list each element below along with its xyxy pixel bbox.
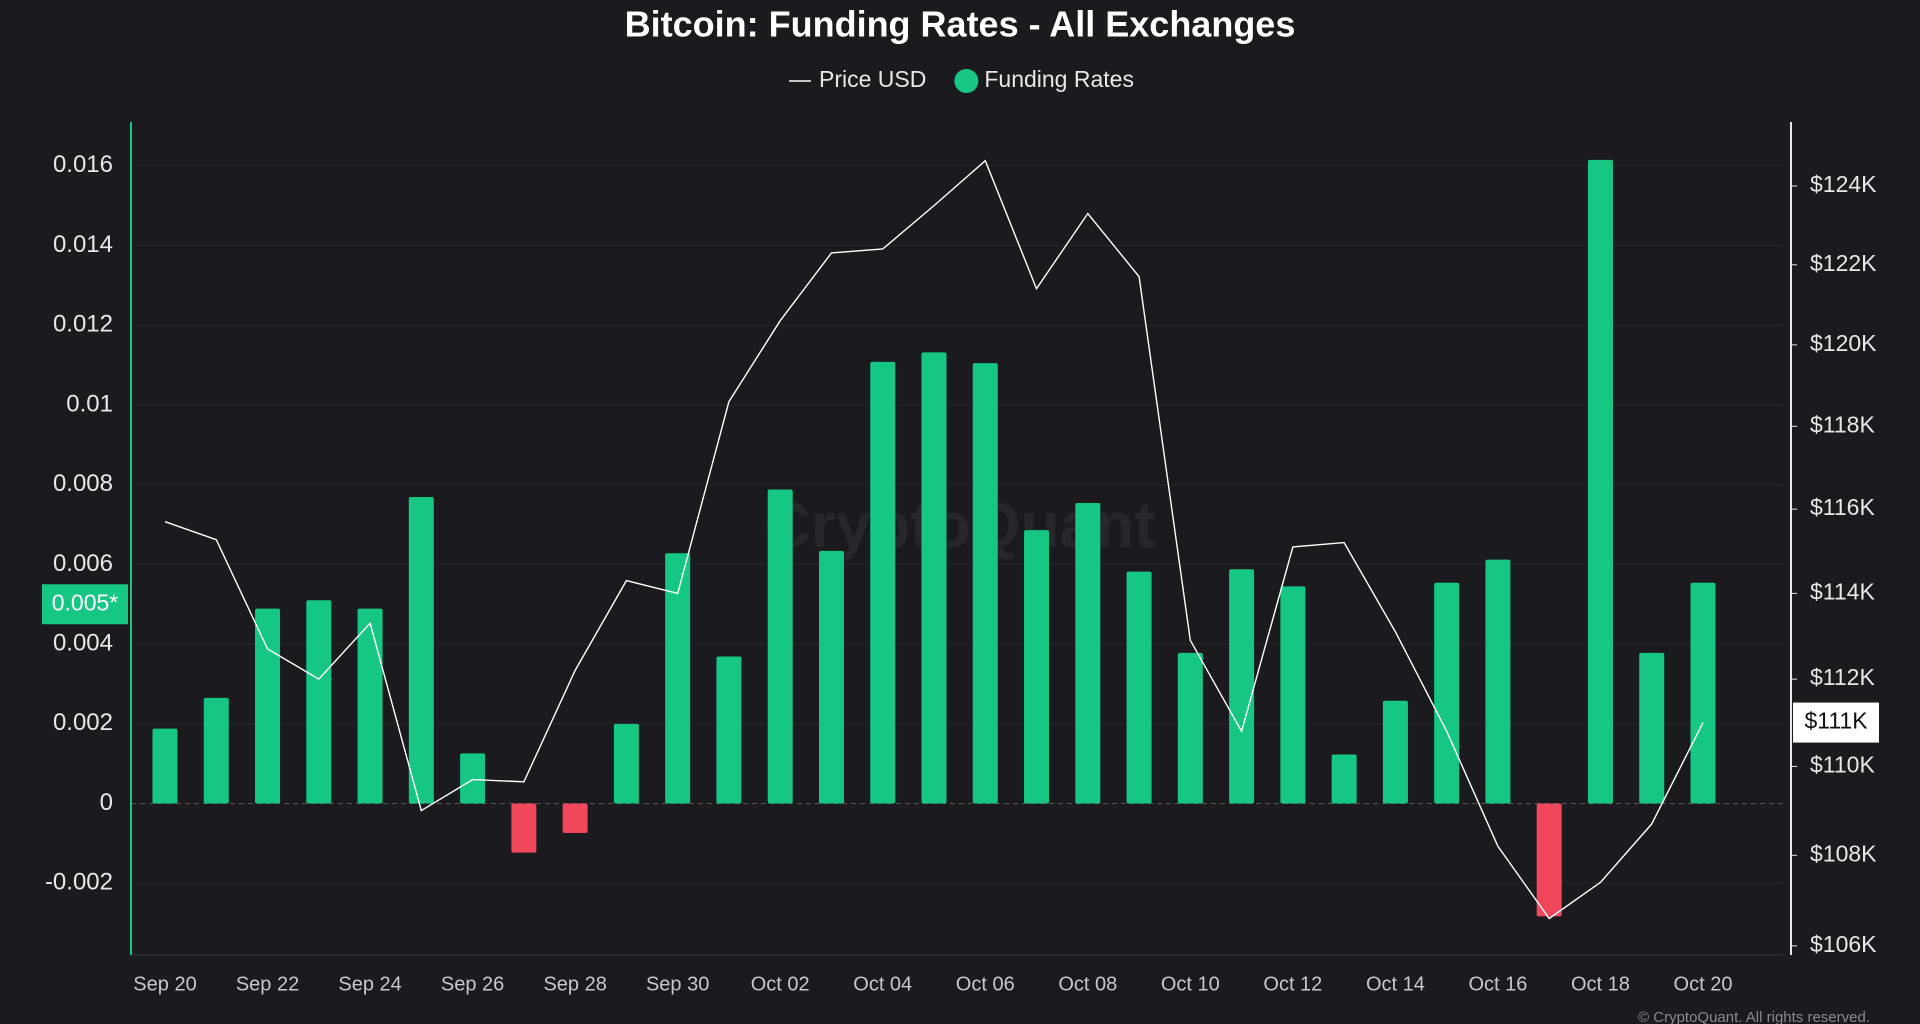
bar xyxy=(767,489,793,804)
bar xyxy=(716,656,742,804)
x-tick-label: Oct 20 xyxy=(1674,973,1733,995)
bar xyxy=(1331,754,1357,804)
y2-tick-label: $124K xyxy=(1810,171,1877,197)
x-tick-label: Sep 30 xyxy=(646,973,709,995)
bar xyxy=(1177,652,1203,804)
current-right-label: $111K xyxy=(1804,708,1868,734)
bar xyxy=(1536,803,1562,917)
y-tick-label: -0.002 xyxy=(45,869,113,896)
y2-tick-label: $112K xyxy=(1810,664,1875,690)
x-tick-label: Sep 28 xyxy=(543,973,606,995)
legend-label: Price USD xyxy=(819,66,926,92)
bar xyxy=(1434,582,1460,804)
x-tick-label: Oct 10 xyxy=(1161,973,1220,995)
chart-title: Bitcoin: Funding Rates - All Exchanges xyxy=(625,4,1296,45)
x-tick-label: Sep 20 xyxy=(133,973,196,995)
legend-swatch xyxy=(954,69,979,93)
y-tick-label: 0.012 xyxy=(53,311,113,338)
bar xyxy=(870,361,896,804)
bar xyxy=(972,363,998,804)
x-tick-label: Oct 02 xyxy=(751,973,810,995)
y-tick-label: 0.01 xyxy=(66,390,113,417)
bar xyxy=(511,803,537,853)
y2-tick-label: $118K xyxy=(1810,411,1875,437)
bar xyxy=(1639,652,1665,804)
x-tick-label: Oct 16 xyxy=(1468,973,1527,995)
current-left-label: 0.005* xyxy=(52,589,119,615)
bar xyxy=(203,697,229,804)
price-line xyxy=(164,159,1704,920)
y2-tick-label: $122K xyxy=(1810,250,1877,276)
bar xyxy=(665,553,691,804)
current-left-badge xyxy=(42,584,128,625)
x-tick-label: Sep 26 xyxy=(441,973,504,995)
y-tick-label: 0.016 xyxy=(53,151,113,178)
bar xyxy=(460,753,486,804)
bar xyxy=(408,497,434,804)
y-tick-label: 0.004 xyxy=(53,629,113,656)
x-tick-label: Oct 12 xyxy=(1263,973,1322,995)
x-tick-label: Sep 22 xyxy=(236,973,299,995)
x-tick-label: Sep 24 xyxy=(338,973,401,995)
footer: © CryptoQuant. All rights reserved. xyxy=(1638,1009,1870,1024)
x-tick-label: Oct 08 xyxy=(1058,973,1117,995)
x-tick-label: Oct 06 xyxy=(956,973,1015,995)
bar xyxy=(562,803,588,834)
bar xyxy=(1229,569,1255,804)
bar xyxy=(1075,503,1101,804)
bar xyxy=(152,728,178,804)
y2-tick-label: $106K xyxy=(1810,931,1877,957)
y2-tick-label: $108K xyxy=(1810,840,1877,866)
bar xyxy=(1126,571,1152,804)
bar xyxy=(1587,159,1613,804)
x-tick-label: Oct 04 xyxy=(853,973,912,995)
bar xyxy=(613,723,639,804)
bar xyxy=(818,550,844,804)
y-tick-label: 0.006 xyxy=(53,550,113,577)
current-right-badge xyxy=(1793,702,1879,743)
bar xyxy=(1280,586,1306,804)
y2-tick-label: $114K xyxy=(1810,578,1875,604)
y-tick-label: 0.014 xyxy=(53,231,113,258)
y-tick-label: 0 xyxy=(100,789,113,816)
bar xyxy=(1024,530,1050,804)
x-tick-label: Oct 18 xyxy=(1571,973,1630,995)
y2-tick-label: $110K xyxy=(1810,751,1875,777)
bar xyxy=(255,608,281,804)
bar xyxy=(306,600,332,804)
bar xyxy=(1690,582,1716,804)
bar xyxy=(1382,700,1408,804)
bar xyxy=(1485,559,1511,804)
x-tick-label: Oct 14 xyxy=(1366,973,1425,995)
bar xyxy=(357,608,383,804)
y2-tick-label: $120K xyxy=(1810,330,1877,356)
legend-label: Funding Rates xyxy=(984,66,1134,92)
y-tick-label: 0.002 xyxy=(53,709,113,736)
bar xyxy=(921,352,947,804)
y-tick-label: 0.008 xyxy=(53,470,113,497)
y2-tick-label: $116K xyxy=(1810,494,1875,520)
